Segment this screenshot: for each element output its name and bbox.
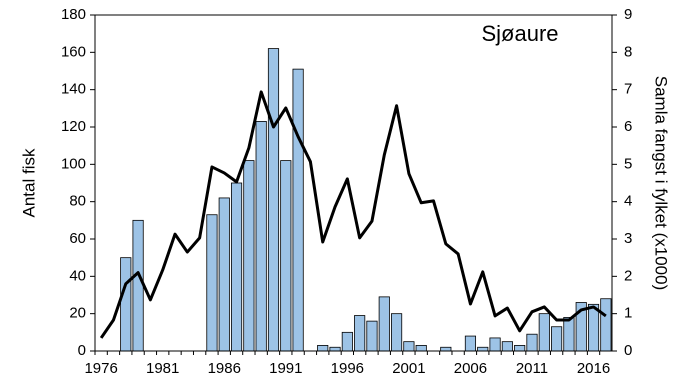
bar	[600, 298, 612, 352]
bar	[391, 313, 403, 352]
y2-tick-label: 3	[624, 230, 632, 247]
line	[99, 90, 607, 339]
bar	[255, 121, 267, 352]
bar	[477, 346, 489, 352]
y-tick-label: 60	[69, 230, 86, 247]
y-tick-label: 180	[61, 6, 86, 23]
bar	[501, 341, 513, 352]
bar	[280, 160, 292, 352]
bar	[440, 346, 452, 352]
x-tick-label: 1981	[146, 360, 179, 377]
bar	[366, 320, 378, 352]
y-tick-label: 140	[61, 81, 86, 98]
bar	[267, 48, 280, 352]
x-tick-label: 1986	[208, 360, 241, 377]
x-tick-label: 2006	[454, 360, 487, 377]
bar	[354, 315, 366, 352]
bar	[132, 219, 144, 352]
y2-tick-label: 0	[624, 342, 632, 359]
x-tick-label: 2011	[516, 360, 548, 377]
bar	[514, 344, 526, 352]
bar	[489, 337, 501, 352]
y-tick-label: 120	[61, 118, 86, 135]
bar	[243, 160, 255, 352]
x-tick-label: 2001	[392, 360, 425, 377]
y-tick-label: 160	[61, 43, 86, 60]
bar	[538, 313, 550, 352]
bar	[415, 344, 427, 352]
plot-frame	[94, 14, 613, 352]
y2-tick-label: 1	[624, 305, 632, 322]
bar	[292, 68, 304, 352]
y-tick-label: 80	[69, 193, 86, 210]
y2-tick-label: 6	[624, 118, 632, 135]
y2-axis-title: Samla fangst i fylket (x1000)	[652, 76, 671, 290]
x-tick-label: 1996	[331, 360, 364, 377]
y2-tick-label: 9	[624, 6, 632, 23]
y2-tick-label: 7	[624, 81, 632, 98]
bar	[317, 344, 329, 352]
bar	[329, 346, 341, 352]
bar	[378, 296, 390, 352]
y-tick-label: 100	[61, 155, 86, 172]
bar	[526, 333, 538, 352]
y2-tick-label: 8	[624, 43, 632, 60]
y-tick-label: 20	[69, 305, 86, 322]
bar	[563, 316, 575, 352]
bar	[230, 182, 243, 352]
x-tick-label: 1991	[269, 360, 302, 377]
bar	[120, 257, 132, 352]
bar	[403, 341, 415, 352]
y2-tick-label: 2	[624, 267, 632, 284]
x-tick-label: 2016	[577, 360, 610, 377]
y-tick-label: 0	[78, 342, 86, 359]
y2-tick-label: 5	[624, 155, 632, 172]
bar	[206, 214, 218, 352]
y-axis-title: Antal fisk	[19, 148, 38, 217]
bar	[341, 331, 353, 352]
bar	[218, 197, 230, 352]
bar	[551, 326, 563, 352]
bar	[464, 335, 477, 352]
y2-tick-label: 4	[624, 193, 632, 210]
x-tick-label: 1976	[84, 360, 117, 377]
annotation: Sjøaure	[481, 21, 558, 46]
y-tick-label: 40	[69, 267, 86, 284]
